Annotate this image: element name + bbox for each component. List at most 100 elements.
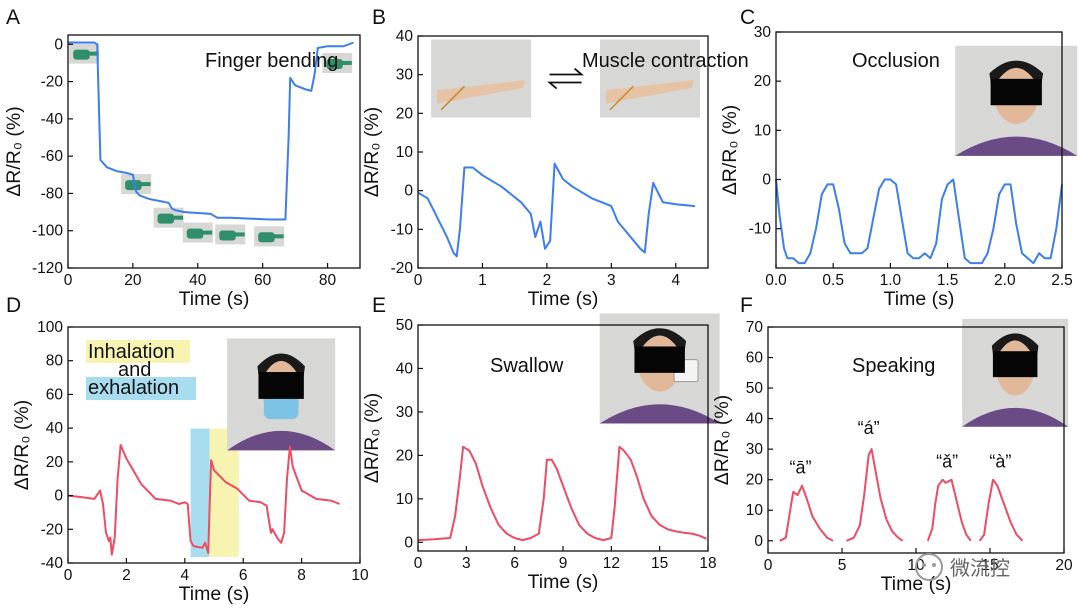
forward-arrow-icon: [549, 67, 585, 76]
series-line: [67, 444, 340, 556]
inset-photo: [215, 224, 246, 245]
hair-icon: [989, 60, 1044, 90]
mask-icon: [263, 396, 299, 420]
series-line: [926, 478, 972, 542]
x-tick-label: 0: [64, 567, 73, 584]
redaction-box: [634, 346, 685, 373]
green-glove-hand-icon: [219, 230, 236, 241]
y-axis-label: ΔR/R₀ (%): [711, 395, 733, 485]
plot-frame: [67, 34, 361, 269]
y-tick-label: 30: [754, 24, 772, 41]
arm-icon: [437, 80, 526, 104]
y-tick-label: -40: [41, 111, 64, 128]
panel-d: D 0 2 4 6 8 10 -40 -20 0 20 40 60 80 100 Time (s) ΔR/R₀ …: [6, 294, 369, 605]
x-tick-label: 18: [699, 555, 716, 572]
inset-photo: [227, 338, 336, 451]
finger-icon: [341, 60, 352, 65]
series-line: [846, 448, 904, 542]
y-axis-label: ΔR/R₀ (%): [361, 107, 383, 197]
plot-frame: [775, 31, 1063, 269]
panel-label: B: [372, 6, 386, 29]
y-tick-label: -60: [41, 148, 64, 165]
series-line: [417, 445, 707, 542]
hair-icon: [991, 333, 1039, 363]
and-label: and: [118, 359, 151, 381]
x-tick-label: 1.5: [937, 272, 959, 289]
finger-icon: [234, 232, 245, 237]
x-tick-label: 6: [510, 555, 519, 572]
finger-icon: [273, 234, 284, 239]
y-tick-label: 60: [46, 386, 64, 403]
y-tick-label: 0: [54, 488, 63, 505]
y-tick-label: 10: [396, 144, 414, 161]
vowel-annotation: “á”: [858, 418, 880, 438]
series-line: [775, 178, 1063, 265]
green-glove-hand-icon: [326, 58, 343, 69]
x-tick-label: 4: [671, 272, 680, 289]
y-axis-label: ΔR/R₀ (%): [361, 393, 383, 483]
chart-title: Swallow: [490, 355, 564, 377]
x-axis-label: Time (s): [881, 573, 952, 595]
panel-e: E 0 3 6 9 12 15 18 0 10 20 30 40 50 Time (s) ΔR/R₀ (%) S…: [361, 294, 720, 593]
y-tick-label: 0: [54, 36, 63, 53]
panel-b: B 0 1 2 3 4 -20 -10 0 10 20 30 40 Time (s) ΔR/R₀ (%) Mu…: [361, 6, 749, 310]
x-tick-label: 1.0: [880, 272, 902, 289]
watermark: 微流控: [915, 553, 1010, 581]
y-tick-label: 30: [746, 441, 764, 458]
panel-label: E: [372, 294, 386, 317]
x-tick-label: 2.0: [994, 272, 1016, 289]
chart-title: Occlusion: [852, 50, 940, 72]
wechat-logo-eye-icon: [932, 563, 936, 567]
x-tick-label: 20: [1055, 557, 1073, 574]
y-tick-label: 20: [396, 105, 414, 122]
inset-photo: [322, 52, 353, 73]
y-tick-label: 40: [396, 28, 414, 45]
inset-photo: [254, 226, 285, 247]
y-tick-label: 0: [404, 183, 413, 200]
y-tick-label: -20: [391, 260, 414, 277]
y-tick-label: 40: [396, 360, 414, 377]
chart-title: Speaking: [852, 355, 935, 377]
shirt-icon: [955, 136, 1078, 156]
green-glove-hand-icon: [157, 213, 175, 224]
x-tick-label: 12: [603, 555, 620, 572]
chart-title: Finger bending: [205, 50, 338, 72]
redaction-box: [258, 372, 304, 399]
redaction-box: [990, 78, 1042, 106]
x-tick-label: 6: [239, 567, 248, 584]
x-tick-label: 80: [319, 272, 337, 289]
x-tick-label: 0.0: [765, 272, 787, 289]
y-tick-label: 60: [746, 350, 764, 367]
series-line: [978, 478, 1024, 542]
x-tick-label: 1: [478, 272, 487, 289]
wire-icon: [609, 85, 634, 111]
x-axis-label: Time (s): [179, 288, 250, 310]
y-tick-label: 70: [746, 319, 764, 336]
finger-icon: [172, 215, 184, 220]
inset-photo: [962, 318, 1069, 427]
inhalation-highlight: [86, 340, 190, 363]
y-tick-label: 30: [396, 404, 414, 421]
x-tick-label: 5: [838, 557, 847, 574]
inset-photo: [153, 207, 184, 228]
y-tick-label: -20: [41, 74, 64, 91]
arm-icon: [606, 80, 694, 104]
x-tick-label: 60: [254, 272, 272, 289]
x-tick-label: 9: [559, 555, 568, 572]
vowel-annotation: “ā”: [790, 458, 812, 478]
vowel-annotation: “à”: [989, 451, 1011, 471]
exhalation-label: exhalation: [88, 377, 179, 399]
x-tick-label: 15: [981, 557, 998, 574]
green-glove-hand-icon: [125, 180, 142, 191]
redaction-box: [992, 351, 1038, 378]
y-tick-label: 50: [396, 317, 414, 334]
x-axis-label: Time (s): [528, 288, 599, 310]
inset-photo: [600, 39, 700, 118]
shirt-icon: [227, 430, 336, 451]
y-tick-label: 10: [396, 491, 414, 508]
y-tick-label: 20: [46, 454, 64, 471]
y-tick-label: 30: [396, 67, 414, 84]
y-axis-label: ΔR/R₀ (%): [11, 400, 33, 490]
x-tick-label: 8: [297, 567, 306, 584]
x-tick-label: 2: [122, 567, 131, 584]
